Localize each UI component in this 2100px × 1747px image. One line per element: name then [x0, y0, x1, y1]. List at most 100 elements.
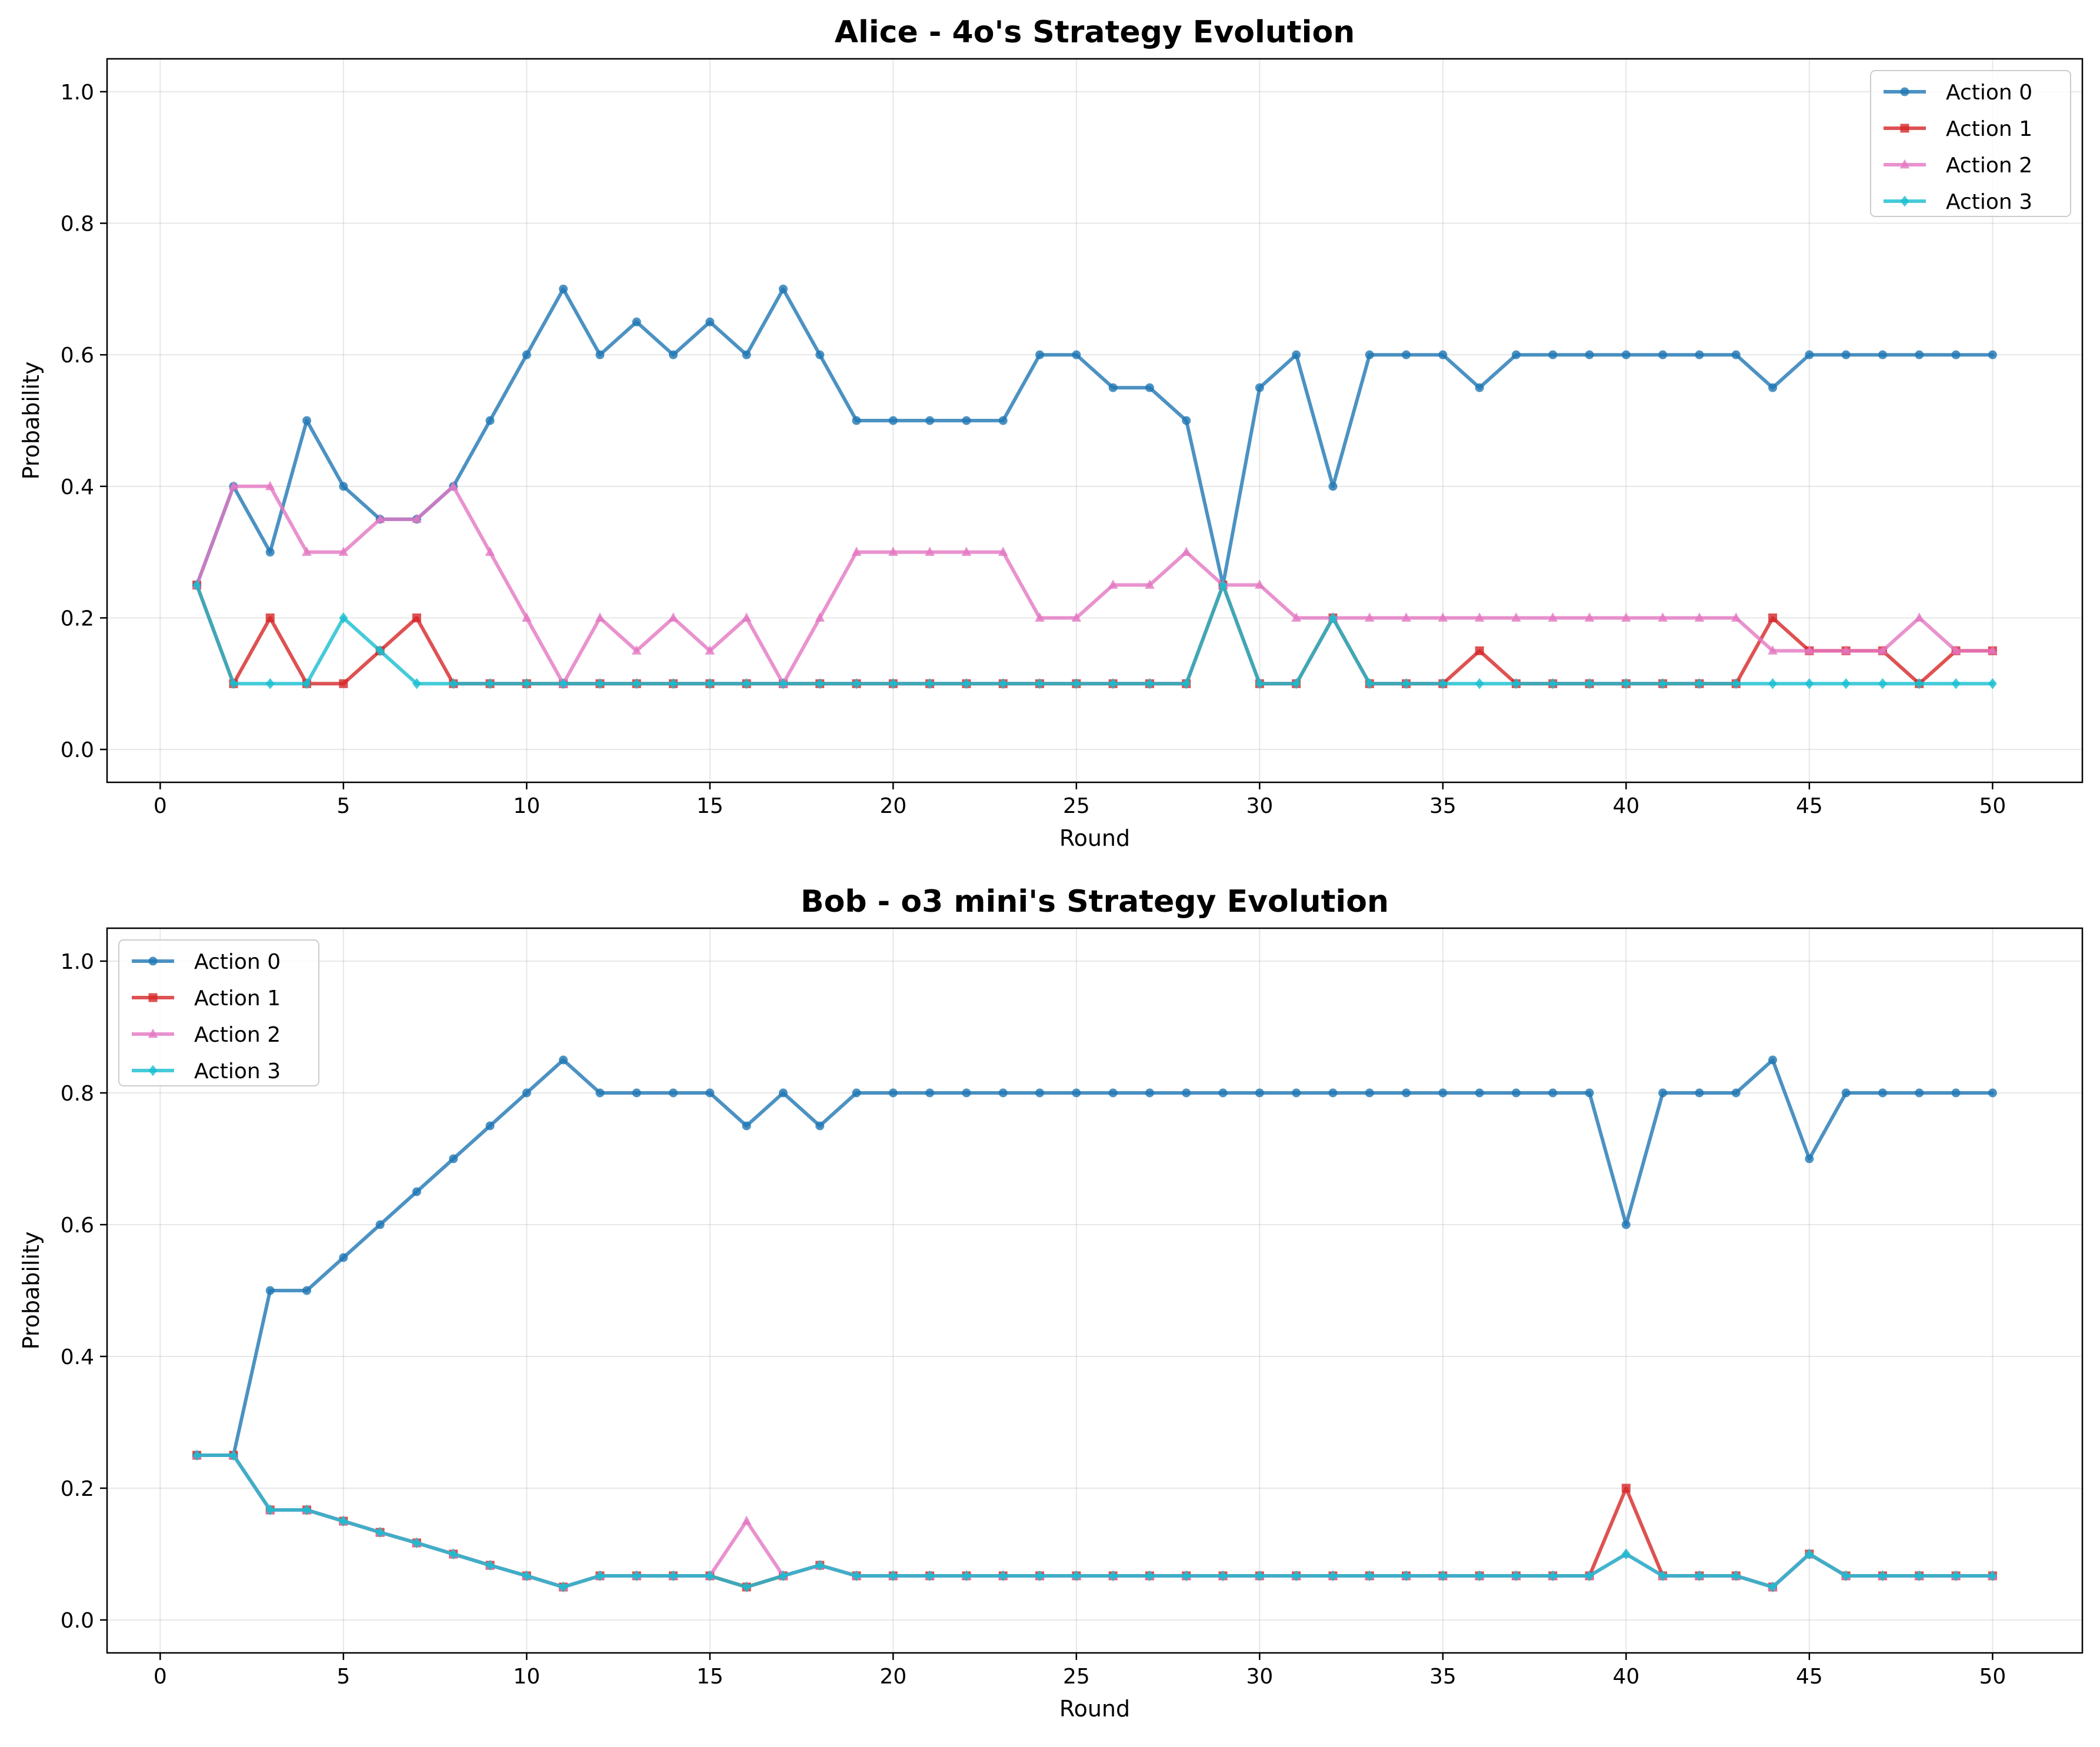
data-point — [302, 416, 312, 425]
data-point — [1621, 350, 1631, 359]
data-point — [1182, 678, 1191, 689]
data-point — [888, 546, 898, 556]
data-point — [778, 1088, 788, 1098]
data-point — [778, 284, 788, 294]
data-point — [851, 546, 862, 556]
data-point — [1988, 350, 1997, 359]
series-line-action-2 — [195, 484, 1995, 686]
data-point — [1511, 678, 1521, 689]
data-point — [1548, 1570, 1558, 1582]
data-point — [1072, 350, 1081, 359]
data-point — [815, 1559, 825, 1571]
legend-marker — [148, 1065, 158, 1076]
legend-label: Action 2 — [194, 1023, 281, 1047]
data-point — [1621, 1548, 1631, 1560]
x-axis-label: Round — [1059, 825, 1130, 851]
data-point — [559, 1055, 568, 1065]
data-point — [1841, 678, 1851, 689]
data-point — [1731, 678, 1741, 689]
data-point — [375, 1526, 385, 1538]
data-point — [1841, 350, 1851, 359]
data-point — [1145, 1570, 1154, 1582]
data-point — [1768, 383, 1778, 392]
data-point — [1108, 579, 1118, 589]
data-point — [1291, 612, 1301, 622]
y-tick-label: 0.4 — [61, 475, 94, 499]
data-point — [1365, 1088, 1374, 1098]
x-tick-label: 20 — [879, 794, 906, 818]
data-point — [1035, 678, 1045, 689]
data-point — [595, 350, 605, 359]
data-point — [742, 1121, 751, 1131]
data-point — [1511, 1570, 1521, 1582]
data-point — [925, 416, 935, 425]
x-tick-label: 10 — [513, 1665, 540, 1689]
data-point — [1402, 1570, 1411, 1582]
data-point — [302, 678, 312, 689]
x-tick-label: 0 — [154, 1665, 167, 1689]
data-point — [1951, 350, 1961, 359]
data-point — [778, 678, 788, 689]
data-point — [449, 1154, 458, 1163]
data-point — [1695, 1570, 1704, 1582]
data-point — [1071, 612, 1082, 622]
data-point — [998, 546, 1008, 556]
data-point — [1511, 1088, 1521, 1098]
x-tick-label: 20 — [879, 1665, 906, 1689]
data-point — [1108, 383, 1118, 392]
data-point — [1585, 1088, 1594, 1098]
data-point — [1915, 1088, 1924, 1098]
legend-label: Action 1 — [1946, 117, 2032, 141]
x-tick-label: 50 — [1979, 794, 2006, 818]
y-tick-label: 0.4 — [61, 1345, 94, 1369]
x-tick-label: 15 — [696, 1665, 724, 1689]
data-point — [1402, 1088, 1411, 1098]
legend-marker — [148, 993, 158, 1002]
data-point — [1438, 350, 1448, 359]
data-point — [888, 1088, 898, 1098]
data-point — [925, 678, 935, 689]
x-tick-label: 45 — [1796, 794, 1823, 818]
y-tick-label: 0.6 — [61, 1213, 94, 1238]
data-point — [265, 548, 275, 557]
data-point — [1365, 1570, 1374, 1582]
data-point — [485, 1121, 495, 1131]
data-point — [1805, 678, 1814, 689]
x-tick-label: 15 — [696, 794, 724, 818]
y-tick-label: 1.0 — [61, 81, 94, 105]
legend-item-action-1: Action 1 — [1884, 117, 2032, 141]
data-point — [852, 678, 861, 689]
data-point — [1878, 1570, 1887, 1582]
chart-title: Alice - 4o's Strategy Evolution — [835, 15, 1355, 50]
data-point — [815, 1121, 825, 1131]
data-point — [1731, 350, 1741, 359]
data-point — [228, 481, 239, 491]
x-tick-label: 40 — [1612, 794, 1639, 818]
data-point — [962, 416, 971, 425]
data-point — [559, 678, 568, 689]
data-point — [192, 1449, 202, 1461]
data-point — [1475, 383, 1484, 392]
data-point — [1658, 1570, 1668, 1582]
data-point — [1805, 350, 1814, 359]
data-point — [1548, 350, 1558, 359]
data-point — [1255, 1570, 1264, 1582]
legend: Action 0 Action 1 Action 2 Action 3 — [1870, 70, 2071, 217]
data-point — [1658, 1088, 1668, 1098]
data-point — [1621, 612, 1631, 622]
data-point — [1841, 645, 1851, 655]
data-point — [1292, 678, 1301, 689]
data-point — [375, 514, 385, 524]
data-point — [412, 1187, 421, 1196]
x-tick-label: 5 — [336, 794, 350, 818]
data-point — [705, 678, 715, 689]
data-point — [925, 1570, 935, 1582]
data-point — [668, 612, 678, 622]
data-point — [595, 1088, 605, 1098]
data-point — [265, 678, 275, 689]
legend-label: Action 0 — [194, 950, 281, 974]
data-point — [1731, 612, 1741, 622]
data-point — [1475, 646, 1484, 655]
data-point — [1328, 1088, 1338, 1098]
y-tick-label: 0.8 — [61, 1082, 94, 1106]
